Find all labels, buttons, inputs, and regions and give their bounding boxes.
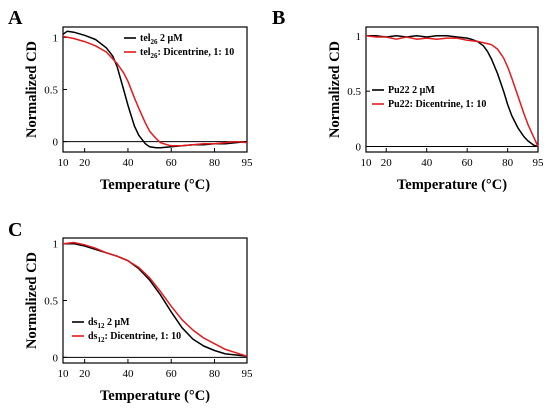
legend-entry: Pu22 2 μM	[388, 85, 435, 96]
y-tick-label: 0	[53, 137, 59, 149]
series-line-dicentrine	[62, 35, 248, 147]
x-tick-label: 40	[122, 368, 134, 380]
x-tick-label: 60	[166, 368, 178, 380]
x-tick-label: 10	[58, 368, 70, 380]
legend-subscript: 12	[97, 336, 105, 344]
x-tick-label: 20	[79, 368, 91, 380]
legend-subscript: 26	[151, 38, 159, 46]
legend-entry: Pu22: Dicentrine, 1: 10	[388, 99, 486, 110]
legend-entry: ds12 2 μM	[88, 317, 130, 330]
panel-b: B 10 20 40 60 80 95 0 0.5 1 Temperature (°C) Normal…	[272, 7, 544, 193]
y-tick-label: 0.5	[44, 296, 58, 308]
legend-subscript: 26	[151, 52, 159, 60]
x-tick-label: 20	[79, 157, 91, 169]
legend-rest: 2 μM	[104, 317, 130, 328]
x-tick-label: 40	[122, 157, 134, 169]
x-tick-label: 60	[166, 157, 178, 169]
panel-c: C 10 20 40 60 80 95 0 0.5 1 Temperature (°C) Normal…	[8, 219, 253, 404]
plot-frame	[62, 237, 248, 364]
legend-main: ds	[88, 317, 98, 328]
legend-main: tel	[140, 47, 151, 58]
y-axis-label: Normalized CD	[24, 41, 40, 138]
legend-main: Pu22: Dicentrine, 1: 10	[388, 99, 486, 110]
y-tick-label: 1	[53, 32, 59, 44]
panel-a: A 10 20 40 60 80 95 0 0.5 1 Temperature (°C) Normal…	[8, 7, 253, 193]
x-tick-label: 20	[381, 157, 393, 169]
x-tick-label: 80	[209, 157, 221, 169]
y-axis-label: Normalized CD	[24, 252, 40, 349]
x-tick-label: 10	[58, 157, 70, 169]
series-line-dicentrine	[365, 35, 539, 147]
x-axis-label: Temperature (°C)	[100, 177, 210, 193]
y-tick-label: 1	[356, 31, 362, 43]
x-tick-label: 95	[242, 157, 254, 169]
series-line-dicentrine	[62, 241, 248, 357]
legend-entry: tel26: Dicentrine, 1: 10	[140, 47, 234, 60]
y-tick-label: 0	[356, 141, 362, 153]
series-line-control	[63, 242, 248, 357]
legend-main: ds	[88, 331, 98, 342]
x-axis-label: Temperature (°C)	[397, 177, 507, 193]
panel-letter: C	[8, 219, 22, 241]
y-tick-label: 0	[53, 352, 59, 364]
y-tick-label: 0.5	[44, 85, 58, 97]
series-line-control	[62, 30, 248, 149]
x-tick-label: 95	[533, 157, 545, 169]
plot-frame	[365, 26, 539, 153]
panel-letter: A	[8, 7, 23, 29]
panel-letter: B	[272, 7, 285, 29]
x-tick-label: 95	[242, 368, 254, 380]
legend-entry: tel26 2 μM	[140, 33, 183, 46]
legend-rest: 2 μM	[158, 33, 184, 44]
x-tick-label: 40	[421, 157, 433, 169]
legend: Pu22 2 μM Pu22: Dicentrine, 1: 10	[372, 85, 486, 110]
x-tick-label: 60	[462, 157, 474, 169]
x-tick-label: 10	[361, 157, 373, 169]
y-tick-label: 0.5	[347, 86, 361, 98]
y-tick-label: 1	[53, 239, 59, 251]
y-axis-label: Normalized CD	[327, 41, 343, 138]
legend-main: Pu22 2 μM	[388, 85, 435, 96]
legend-main: tel	[140, 33, 151, 44]
x-tick-label: 80	[502, 157, 514, 169]
legend-entry: ds12: Dicentrine, 1: 10	[88, 331, 181, 344]
x-axis-label: Temperature (°C)	[100, 388, 210, 404]
x-tick-label: 80	[209, 368, 221, 380]
legend-rest: : Dicentrine, 1: 10	[158, 47, 235, 58]
legend-rest: : Dicentrine, 1: 10	[104, 331, 181, 342]
legend-subscript: 12	[97, 322, 105, 330]
